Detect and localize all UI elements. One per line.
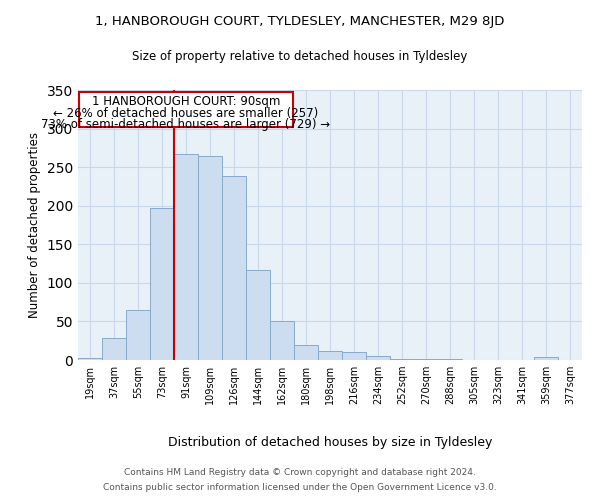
Text: 1, HANBOROUGH COURT, TYLDESLEY, MANCHESTER, M29 8JD: 1, HANBOROUGH COURT, TYLDESLEY, MANCHEST…	[95, 15, 505, 28]
Bar	[222, 176, 246, 360]
Text: ← 26% of detached houses are smaller (257): ← 26% of detached houses are smaller (25…	[53, 106, 319, 120]
Y-axis label: Number of detached properties: Number of detached properties	[28, 132, 41, 318]
Bar	[174, 154, 198, 360]
Bar	[102, 338, 126, 360]
Bar	[126, 310, 150, 360]
FancyBboxPatch shape	[79, 92, 293, 127]
Bar	[366, 356, 390, 360]
Text: 73% of semi-detached houses are larger (729) →: 73% of semi-detached houses are larger (…	[41, 118, 331, 131]
Bar	[246, 270, 270, 360]
Text: Contains public sector information licensed under the Open Government Licence v3: Contains public sector information licen…	[103, 483, 497, 492]
Bar	[198, 156, 222, 360]
Bar	[414, 359, 438, 360]
Bar	[78, 358, 102, 360]
Text: 1 HANBOROUGH COURT: 90sqm: 1 HANBOROUGH COURT: 90sqm	[92, 96, 280, 108]
Bar	[318, 350, 342, 360]
Text: Distribution of detached houses by size in Tyldesley: Distribution of detached houses by size …	[168, 436, 492, 449]
Bar	[270, 322, 294, 360]
Bar	[534, 357, 558, 360]
Text: Contains HM Land Registry data © Crown copyright and database right 2024.: Contains HM Land Registry data © Crown c…	[124, 468, 476, 477]
Bar	[438, 359, 462, 360]
Bar	[150, 208, 174, 360]
Bar	[342, 352, 366, 360]
Bar	[294, 344, 318, 360]
Text: Size of property relative to detached houses in Tyldesley: Size of property relative to detached ho…	[133, 50, 467, 63]
Bar	[390, 359, 414, 360]
